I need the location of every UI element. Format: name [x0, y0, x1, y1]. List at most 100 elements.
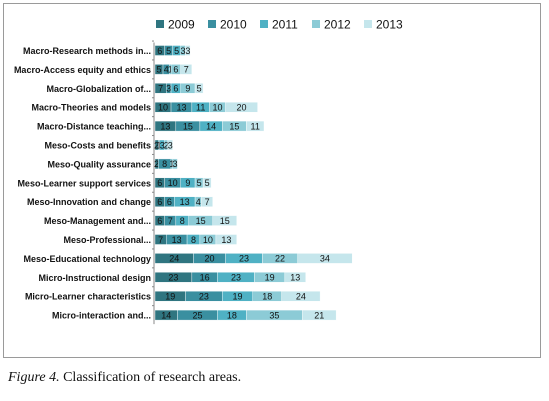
data-label-2009: 2: [154, 140, 159, 150]
legend-swatch-2009: [156, 20, 164, 28]
data-label-2009: 7: [158, 235, 163, 245]
data-label-2009: 5: [156, 65, 161, 75]
data-label-2011: 18: [227, 310, 237, 320]
data-label-2012: 10: [213, 103, 223, 113]
data-label-2009: 2: [154, 159, 159, 169]
data-label-2013: 20: [237, 103, 247, 113]
category-label: Micro-Learner characteristics: [25, 292, 151, 302]
data-label-2011: 1: [168, 65, 173, 75]
data-label-2010: 10: [168, 178, 178, 188]
data-label-2010: 1: [156, 140, 161, 150]
data-label-2013: 13: [290, 273, 300, 283]
data-label-2010: 20: [204, 254, 214, 264]
category-label: Meso-Learner support services: [17, 178, 151, 188]
legend-label-2011: 2011: [272, 18, 298, 32]
bar-segment-2013: [180, 64, 193, 75]
data-label-2012: 2: [164, 140, 169, 150]
data-label-2010: 23: [199, 292, 209, 302]
data-label-2011: 14: [206, 121, 216, 131]
data-label-2013: 3: [168, 140, 173, 150]
data-label-2013: 21: [314, 310, 324, 320]
data-label-2012: 10: [203, 235, 213, 245]
category-label: Meso-Management and...: [44, 216, 151, 226]
legend-swatch-2013: [364, 20, 372, 28]
data-label-2010: 6: [167, 197, 172, 207]
chart-frame: 2009 2010 2011 2012 2013 Macro-Research metho…: [3, 3, 541, 358]
data-label-2013: 5: [197, 84, 202, 94]
bar-segment-2013: [284, 272, 306, 283]
data-label-2012: 22: [275, 254, 285, 264]
bar-segment-2013: [202, 177, 212, 189]
data-label-2009: 6: [157, 46, 162, 56]
data-label-2011: 19: [233, 292, 243, 302]
category-label: Meso-Quality assurance: [47, 159, 151, 169]
legend-label-2010: 2010: [220, 18, 247, 32]
category-label: Macro-Research methods in...: [23, 46, 151, 56]
category-label: Meso-Professional...: [63, 235, 151, 245]
legend-swatch-2010: [208, 20, 216, 28]
data-label-2010: 4: [164, 65, 169, 75]
category-label: Meso-Costs and benefits: [44, 141, 151, 151]
data-label-2009: 24: [169, 254, 179, 264]
category-label: Macro-Distance teaching...: [37, 122, 151, 132]
data-label-2013: 7: [184, 65, 189, 75]
figure-caption: Figure 4. Classification of research are…: [8, 370, 241, 386]
category-label: Meso-Educational technology: [23, 254, 151, 264]
data-label-2013: 15: [220, 216, 230, 226]
category-label: Micro-interaction and...: [52, 311, 151, 321]
data-label-2011: 8: [191, 235, 196, 245]
data-label-2012: 6: [173, 65, 178, 75]
data-label-2012: 5: [197, 178, 202, 188]
data-label-2010: 13: [176, 103, 186, 113]
data-label-2012: 4: [196, 197, 201, 207]
data-label-2009: 14: [161, 310, 171, 320]
data-label-2013: 34: [320, 254, 330, 264]
data-label-2012: 35: [269, 310, 279, 320]
legend-swatch-2012: [312, 20, 320, 28]
data-label-2012: 19: [265, 273, 275, 283]
category-label: Macro-Access equity and ethics: [14, 65, 151, 75]
bar-segment-2013: [297, 253, 353, 264]
legend-label-2013: 2013: [376, 18, 403, 32]
data-label-2011: 3: [160, 140, 165, 150]
data-label-2011: 6: [173, 84, 178, 94]
data-label-2013: 5: [205, 178, 210, 188]
legend-label-2009: 2009: [168, 18, 195, 32]
data-label-2010: 5: [166, 46, 171, 56]
bar-segment-2013: [281, 291, 321, 302]
data-label-2013: 3: [185, 46, 190, 56]
data-label-2011: 8: [180, 216, 185, 226]
data-label-2011: 5: [174, 46, 179, 56]
data-label-2009: 23: [168, 273, 178, 283]
legend-swatch-2011: [260, 20, 268, 28]
data-label-2013: 13: [221, 235, 231, 245]
bar-segment-2013: [212, 215, 237, 226]
data-label-2009: 6: [157, 216, 162, 226]
category-label: Micro-Instructional design: [38, 273, 151, 283]
data-label-2012: 3: [181, 46, 186, 56]
data-label-2009: 6: [157, 178, 162, 188]
data-label-2010: 16: [200, 273, 210, 283]
data-label-2012: 15: [196, 216, 206, 226]
data-label-2010: 25: [192, 310, 202, 320]
bar-segment-2013: [185, 45, 191, 56]
bar-segment-2013: [225, 101, 258, 113]
bar-segment-2012: [172, 158, 178, 170]
legend-label-2012: 2012: [324, 18, 351, 32]
category-label: Meso-Innovation and change: [27, 197, 151, 207]
data-label-2011: 13: [180, 197, 190, 207]
data-label-2012: 3: [173, 159, 178, 169]
data-label-2009: 7: [158, 84, 163, 94]
data-label-2009: 13: [160, 121, 170, 131]
data-label-2009: 6: [157, 197, 162, 207]
data-label-2009: 19: [165, 292, 175, 302]
data-label-2012: 15: [229, 121, 239, 131]
data-label-2010: 13: [172, 235, 182, 245]
data-label-2011: 23: [231, 273, 241, 283]
data-label-2013: 24: [296, 292, 306, 302]
category-label: Macro-Theories and models: [31, 103, 151, 113]
bar-segment-2013: [246, 120, 265, 132]
data-label-2010: 3: [166, 84, 171, 94]
data-label-2011: 9: [185, 178, 190, 188]
